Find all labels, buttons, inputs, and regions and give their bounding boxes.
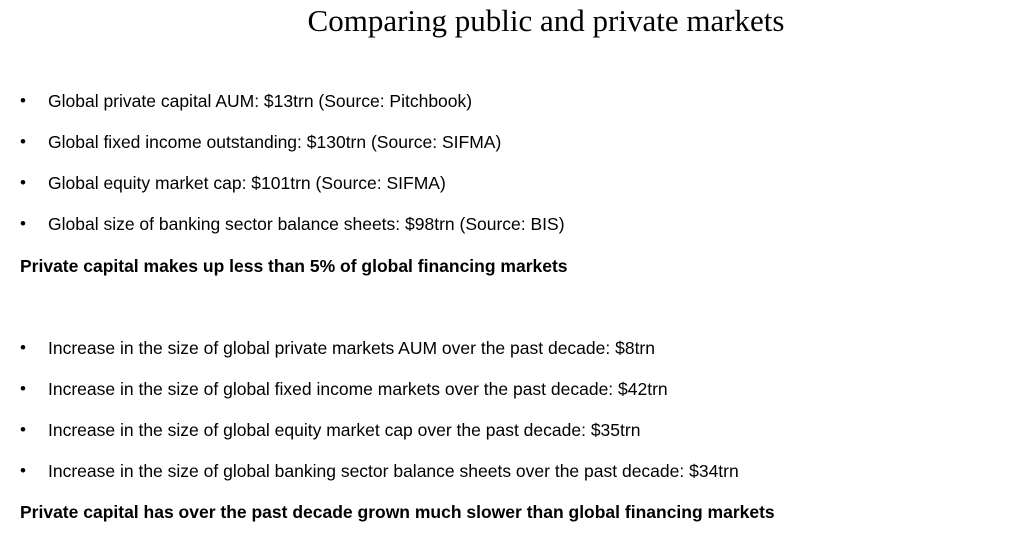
bullet-icon: • — [20, 214, 26, 233]
list-item-text: Increase in the size of global banking s… — [48, 461, 739, 481]
list-item-text: Global size of banking sector balance sh… — [48, 214, 565, 234]
bullet-icon: • — [20, 420, 26, 439]
page-title: Comparing public and private markets — [307, 3, 785, 38]
bullet-icon: • — [20, 173, 26, 192]
list-item-text: Global equity market cap: $101trn (Sourc… — [48, 173, 446, 193]
list-item-text: Global fixed income outstanding: $130trn… — [48, 132, 502, 152]
conclusion-market-share: Private capital makes up less than 5% of… — [20, 256, 568, 276]
bullet-icon: • — [20, 91, 26, 110]
bullet-icon: • — [20, 132, 26, 151]
list-item-text: Increase in the size of global fixed inc… — [48, 379, 668, 399]
bullet-icon: • — [20, 338, 26, 357]
bullet-icon: • — [20, 461, 26, 480]
list-item-text: Increase in the size of global private m… — [48, 338, 655, 358]
conclusion-growth-rate: Private capital has over the past decade… — [20, 502, 775, 522]
bullet-icon: • — [20, 379, 26, 398]
list-item-text: Increase in the size of global equity ma… — [48, 420, 641, 440]
list-item-text: Global private capital AUM: $13trn (Sour… — [48, 91, 473, 111]
